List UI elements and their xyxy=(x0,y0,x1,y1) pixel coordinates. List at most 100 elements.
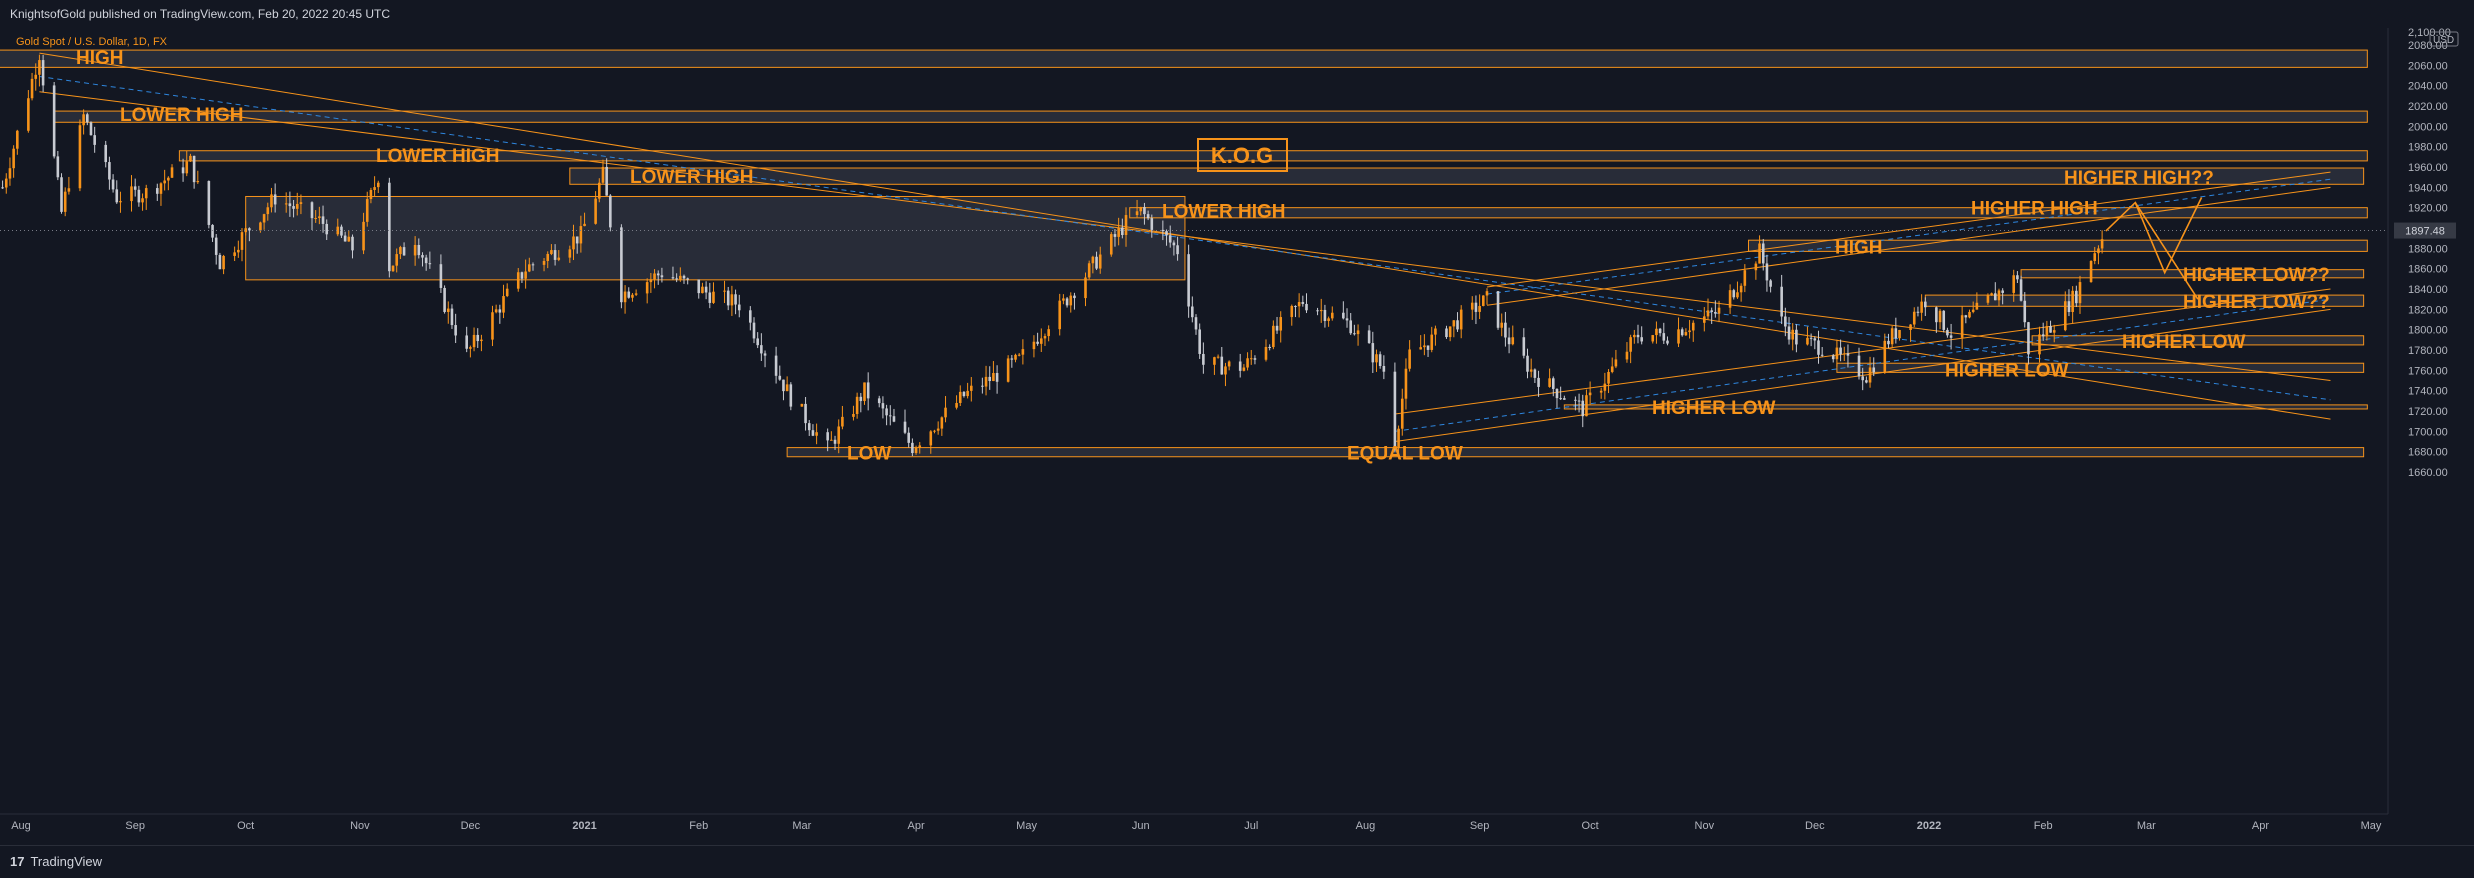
candle-body xyxy=(2063,301,2067,331)
candle-body xyxy=(2045,326,2049,337)
candle-body xyxy=(911,442,914,454)
candle-body xyxy=(970,385,973,391)
candle-body xyxy=(800,403,804,407)
candle-body xyxy=(1327,318,1330,322)
candle-body xyxy=(1890,328,1894,345)
candle-body xyxy=(2075,290,2078,304)
x-tick-label: Dec xyxy=(1805,820,1825,832)
candle-body xyxy=(863,382,866,402)
candle-body xyxy=(1378,354,1382,367)
candle-body xyxy=(170,167,174,178)
zone-label: HIGHER LOW xyxy=(1945,360,2069,381)
candle-body xyxy=(248,228,251,231)
candle-body xyxy=(1754,263,1758,271)
candle-body xyxy=(424,257,428,264)
candle-body xyxy=(417,244,421,256)
candle-body xyxy=(726,290,730,306)
x-tick-label: Aug xyxy=(11,820,31,832)
candle-body xyxy=(1448,326,1452,338)
candle-body xyxy=(472,334,476,348)
candle-body xyxy=(1791,329,1795,340)
candle-body xyxy=(1938,310,1942,323)
candle-body xyxy=(572,236,575,250)
candle-body xyxy=(1743,270,1747,286)
candle-body xyxy=(336,226,340,235)
candle-body xyxy=(1349,320,1353,334)
candle-body xyxy=(1301,302,1305,304)
candle-body xyxy=(1426,345,1430,350)
candle-body xyxy=(78,125,82,189)
candle-body xyxy=(1680,329,1684,336)
candle-body xyxy=(1430,334,1434,350)
footer: 17 TradingView xyxy=(0,845,2474,878)
candle-body xyxy=(185,161,189,174)
candle-body xyxy=(60,177,63,212)
last-price-label: 1897.48 xyxy=(2405,226,2445,238)
candle-body xyxy=(295,203,299,209)
candle-body xyxy=(16,130,19,149)
candle-body xyxy=(439,264,443,288)
candle-body xyxy=(1813,338,1817,341)
candle-body xyxy=(388,182,391,272)
candle-body xyxy=(1198,329,1201,354)
candle-body xyxy=(723,290,726,292)
x-tick-label: Jun xyxy=(1132,820,1150,832)
candle-body xyxy=(211,224,214,238)
x-tick-label: Apr xyxy=(2252,820,2269,832)
candle-body xyxy=(605,166,608,196)
candle-body xyxy=(1968,311,1971,318)
y-tick-label: 1880.00 xyxy=(2408,243,2448,255)
zone-box xyxy=(2020,269,2365,279)
candle-body xyxy=(1997,290,2001,301)
zone-label: HIGH xyxy=(1835,237,1883,258)
candle-body xyxy=(1872,367,1876,373)
brand-box xyxy=(1197,138,1288,172)
tradingview-logo-icon: 17 xyxy=(10,854,25,869)
candle-body xyxy=(34,74,38,79)
candle-body xyxy=(1290,305,1294,318)
x-tick-label: Aug xyxy=(1356,820,1376,832)
projection-path-alt xyxy=(2134,202,2199,300)
tradingview-logo-text: TradingView xyxy=(30,854,103,869)
tradingview-logo[interactable]: 17 TradingView xyxy=(10,854,102,869)
candle-body xyxy=(1032,341,1036,350)
zone-box xyxy=(569,167,2365,185)
candle-body xyxy=(325,223,329,235)
candle-body xyxy=(1898,329,1901,339)
candle-body xyxy=(137,189,141,203)
candle-body xyxy=(1975,302,1979,310)
x-tick-label: 2021 xyxy=(572,820,596,832)
candle-body xyxy=(623,291,627,303)
candle-body xyxy=(1095,256,1098,269)
currency-badge-label: USD xyxy=(2433,35,2454,46)
candle-body xyxy=(141,198,144,203)
candle-body xyxy=(1036,341,1039,344)
candle-body xyxy=(546,253,550,261)
candle-body xyxy=(804,403,807,424)
candle-body xyxy=(1732,290,1736,298)
candle-body xyxy=(373,187,376,191)
candle-body xyxy=(2100,239,2104,249)
chart-area[interactable]: Gold Spot / U.S. Dollar, 1D, FX 1660.00 16… xyxy=(0,27,2474,846)
candle-body xyxy=(237,249,240,253)
candle-body xyxy=(1098,254,1102,269)
y-tick-label: 2,100.00 xyxy=(2408,28,2451,39)
trend-midline-dashed xyxy=(1486,178,2331,295)
candle-body xyxy=(914,447,918,454)
brand-label: K.O.G xyxy=(1211,143,1273,168)
candle-body xyxy=(1065,298,1069,306)
price-chart[interactable]: Gold Spot / U.S. Dollar, 1D, FX 1660.00 16… xyxy=(0,27,2474,846)
candle-body xyxy=(196,181,200,183)
candle-body xyxy=(1537,377,1540,387)
zone-label: LOWER HIGH xyxy=(120,105,244,126)
candle-body xyxy=(1470,302,1474,310)
candle-body xyxy=(1242,367,1246,371)
zone-label: HIGHER LOW xyxy=(1652,398,1776,419)
candle-body xyxy=(1964,315,1968,318)
candle-body xyxy=(833,439,837,444)
candle-body xyxy=(1272,325,1275,348)
candle-body xyxy=(1047,329,1050,337)
candle-body xyxy=(1220,356,1224,375)
zone-label: HIGHER LOW xyxy=(2122,332,2246,353)
candle-body xyxy=(273,194,277,205)
